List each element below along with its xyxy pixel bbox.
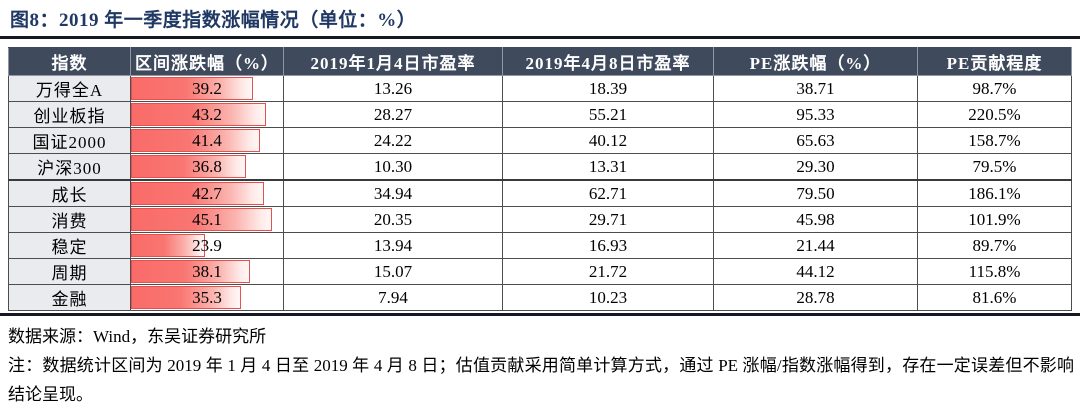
value-cell: 98.7%: [917, 75, 1072, 102]
value-cell: 28.78: [713, 284, 918, 311]
title-divider: [0, 36, 1080, 39]
range-change-value: 45.1: [192, 209, 222, 229]
value-cell: 34.94: [283, 179, 503, 207]
value-cell: 115.8%: [917, 258, 1072, 285]
range-change-databar-cell: 45.1: [130, 206, 284, 233]
value-cell: 62.71: [502, 179, 714, 207]
range-change-value: 35.3: [192, 287, 222, 307]
value-cell: 29.30: [713, 153, 918, 181]
value-cell: 20.35: [283, 206, 503, 233]
value-cell: 40.12: [502, 127, 714, 154]
databar: [131, 77, 254, 100]
databar: [131, 155, 246, 178]
databar: [131, 234, 206, 257]
table-row: 国证2000 41.4 24.22 40.12 65.63 158.7%: [8, 127, 1072, 154]
value-cell: 10.30: [283, 153, 503, 181]
index-name: 稳定: [8, 232, 131, 259]
databar: [131, 260, 250, 283]
value-cell: 13.31: [502, 153, 714, 181]
index-name: 万得全A: [8, 75, 131, 102]
table-row: 创业板指 43.2 28.27 55.21 95.33 220.5%: [8, 101, 1072, 128]
footnote: 注：数据统计区间为 2019 年 1 月 4 日至 2019 年 4 月 8 日…: [8, 356, 1074, 404]
range-change-databar-cell: 39.2: [130, 75, 284, 102]
value-cell: 95.33: [713, 101, 918, 128]
value-cell: 186.1%: [917, 179, 1072, 207]
range-change-value: 39.2: [192, 78, 222, 98]
index-name: 周期: [8, 258, 131, 285]
value-cell: 7.94: [283, 284, 503, 311]
range-change-databar-cell: 41.4: [130, 127, 284, 154]
value-cell: 158.7%: [917, 127, 1072, 154]
value-cell: 21.72: [502, 258, 714, 285]
value-cell: 21.44: [713, 232, 918, 259]
table-header-row: 指数 区间涨跌幅（%） 2019年1月4日市盈率 2019年4月8日市盈率 PE涨跌幅（…: [8, 47, 1072, 76]
column-header-4: PE涨跌幅（%）: [713, 47, 918, 76]
table-row: 周期 38.1 15.07 21.72 44.12 115.8%: [8, 258, 1072, 285]
table-row: 金融 35.3 7.94 10.23 28.78 81.6%: [8, 284, 1072, 311]
column-header-3: 2019年4月8日市盈率: [502, 47, 714, 76]
databar: [131, 286, 242, 309]
value-cell: 18.39: [502, 75, 714, 102]
table-bottom-divider: [0, 313, 1080, 316]
index-performance-table: 指数 区间涨跌幅（%） 2019年1月4日市盈率 2019年4月8日市盈率 PE涨跌幅（…: [8, 47, 1072, 311]
databar: [131, 182, 265, 205]
column-header-0: 指数: [8, 47, 131, 76]
index-name: 消费: [8, 206, 131, 233]
databar: [131, 129, 261, 152]
table-row: 稳定 23.9 13.94 16.93 21.44 89.7%: [8, 232, 1072, 259]
databar: [131, 208, 272, 231]
value-cell: 89.7%: [917, 232, 1072, 259]
value-cell: 79.5%: [917, 153, 1072, 181]
databar: [131, 103, 266, 126]
table-row: 成长 42.7 34.94 62.71 79.50 186.1%: [8, 179, 1072, 207]
index-name: 创业板指: [8, 101, 131, 128]
table-header: 指数 区间涨跌幅（%） 2019年1月4日市盈率 2019年4月8日市盈率 PE涨跌幅（…: [8, 47, 1072, 76]
table-row: 沪深300 36.8 10.30 13.31 29.30 79.5%: [8, 153, 1072, 181]
column-header-5: PE贡献程度: [917, 47, 1072, 76]
column-header-1: 区间涨跌幅（%）: [130, 47, 284, 76]
value-cell: 29.71: [502, 206, 714, 233]
value-cell: 13.94: [283, 232, 503, 259]
range-change-databar-cell: 42.7: [130, 179, 284, 207]
index-name: 成长: [8, 179, 131, 207]
range-change-value: 43.2: [192, 104, 222, 124]
figure-title: 图8：2019 年一季度指数涨幅情况（单位：%）: [10, 10, 417, 31]
range-change-value: 36.8: [192, 156, 222, 176]
figure-footer: 数据来源：Wind，东吴证券研究所 注：数据统计区间为 2019 年 1 月 4…: [8, 322, 1080, 409]
data-source: 数据来源：Wind，东吴证券研究所: [8, 327, 267, 346]
value-cell: 10.23: [502, 284, 714, 311]
range-change-databar-cell: 38.1: [130, 258, 284, 285]
range-change-value: 41.4: [192, 130, 222, 150]
index-name: 国证2000: [8, 127, 131, 154]
range-change-value: 23.9: [192, 235, 222, 255]
value-cell: 28.27: [283, 101, 503, 128]
range-change-databar-cell: 23.9: [130, 232, 284, 259]
value-cell: 101.9%: [917, 206, 1072, 233]
table-row: 万得全A 39.2 13.26 18.39 38.71 98.7%: [8, 75, 1072, 102]
value-cell: 65.63: [713, 127, 918, 154]
value-cell: 16.93: [502, 232, 714, 259]
value-cell: 79.50: [713, 179, 918, 207]
value-cell: 44.12: [713, 258, 918, 285]
value-cell: 81.6%: [917, 284, 1072, 311]
value-cell: 55.21: [502, 101, 714, 128]
table-row: 消费 45.1 20.35 29.71 45.98 101.9%: [8, 206, 1072, 233]
range-change-value: 42.7: [192, 183, 222, 203]
value-cell: 220.5%: [917, 101, 1072, 128]
index-name: 沪深300: [8, 153, 131, 181]
value-cell: 38.71: [713, 75, 918, 102]
table-body: 万得全A 39.2 13.26 18.39 38.71 98.7% 创业板指 43.2 28.2…: [8, 75, 1072, 311]
value-cell: 15.07: [283, 258, 503, 285]
range-change-databar-cell: 43.2: [130, 101, 284, 128]
value-cell: 45.98: [713, 206, 918, 233]
value-cell: 13.26: [283, 75, 503, 102]
index-name: 金融: [8, 284, 131, 311]
column-header-2: 2019年1月4日市盈率: [283, 47, 503, 76]
range-change-databar-cell: 35.3: [130, 284, 284, 311]
range-change-databar-cell: 36.8: [130, 153, 284, 181]
value-cell: 24.22: [283, 127, 503, 154]
range-change-value: 38.1: [192, 261, 222, 281]
